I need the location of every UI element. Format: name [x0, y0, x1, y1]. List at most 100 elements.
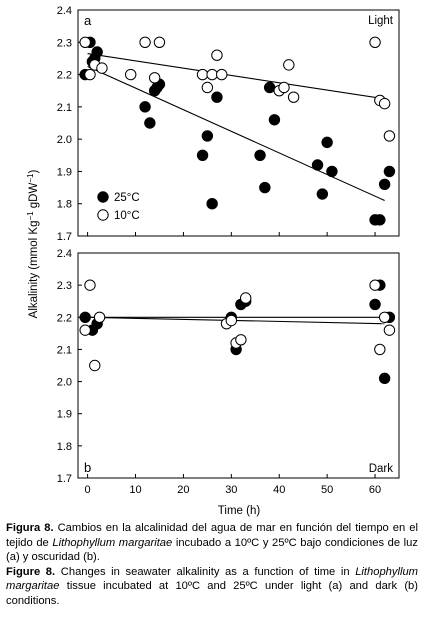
caption-en-species: Lithophyllum margaritae: [6, 565, 418, 593]
panel-a-point-25c: [326, 165, 338, 178]
panel-b-x-tick-label: 10: [129, 484, 141, 496]
panel-a-point-10c: [139, 36, 151, 48]
panel-b-x-tick-label: 0: [85, 484, 91, 496]
panel-b-point-25c: [79, 311, 91, 323]
panel-b-x-tick-label: 60: [369, 484, 381, 496]
panel-b-y-tick-label: 2.3: [57, 280, 72, 292]
panel-a-point-25c: [259, 181, 271, 194]
figure-caption: Figura 8. Cambios en la alcalinidad del …: [6, 521, 418, 609]
panel-b-y-tick-label: 1.7: [57, 473, 72, 485]
panel-a-point-10c: [283, 59, 295, 71]
panel-a-trend-10c: [87, 53, 385, 100]
legend-label-10c: 10°C: [114, 210, 140, 222]
panel-a-point-25c: [263, 81, 276, 94]
panel-a-y-tick-label: 2.1: [57, 102, 72, 114]
panel-b-y-tick-label: 2.4: [57, 248, 72, 260]
panel-a-data-points: [79, 36, 396, 226]
panel-a-point-10c: [369, 36, 381, 48]
panel-a-point-10c: [79, 36, 91, 48]
panel-a-label: a: [84, 13, 92, 28]
panel-b-frame: [77, 252, 400, 479]
panel-a-point-10c: [153, 36, 166, 48]
panel-b-point-25c: [378, 372, 391, 385]
panel-a-point-25c: [311, 159, 324, 171]
panel-b-x-tick-label: 50: [321, 484, 333, 496]
panel-b-point-25c: [369, 298, 381, 311]
caption-es-label: Figura 8.: [6, 522, 54, 534]
panel-a-light: 1.7 1.8 1.9 2.0 2.1 2.2 2.3 2.4 a Light 25°C 10…: [57, 5, 400, 243]
panel-a-frame: [77, 9, 400, 237]
caption-spanish: Figura 8. Cambios en la alcalinidad del …: [6, 521, 418, 565]
panel-b-y-tick-label: 2.1: [57, 344, 72, 356]
panel-b-point-10c: [383, 324, 396, 336]
caption-en-text-1: Changes in seawater alkalinity as a func…: [55, 565, 356, 578]
panel-b-point-10c: [239, 292, 252, 304]
caption-english: Figure 8. Changes in seawater alkalinity…: [6, 565, 418, 609]
legend-marker-25c: [97, 191, 109, 203]
panel-a-point-25c: [196, 149, 209, 161]
panel-a-point-10c: [206, 68, 218, 81]
panel-b-x-axis: 0 10 20 30 40 50 60: [85, 474, 381, 496]
panel-b-y-axis: 1.7 1.8 1.9 2.0 2.1 2.2 2.3 2.4: [57, 248, 82, 485]
panel-b-point-10c: [225, 314, 238, 327]
panel-b-point-10c: [89, 359, 101, 372]
panel-a-point-25c: [91, 46, 103, 58]
legend: 25°C 10°C: [97, 191, 140, 222]
panel-a-y-tick-label: 2.0: [57, 134, 72, 146]
panel-a-y-tick-label: 1.8: [57, 199, 72, 211]
panel-b-point-10c: [235, 334, 247, 346]
panel-b-y-tick-label: 1.9: [57, 409, 72, 421]
panel-b-x-tick-label: 40: [273, 484, 285, 496]
panel-a-trend-25c: [87, 65, 385, 201]
panel-a-point-25c: [378, 178, 391, 191]
panel-a-point-25c: [139, 101, 151, 113]
legend-label-25c: 25°C: [114, 192, 140, 204]
panel-b-y-tick-label: 2.0: [57, 377, 72, 389]
panel-a-point-25c: [201, 130, 214, 142]
panel-a-point-10c: [201, 81, 214, 94]
panel-a-y-tick-label: 1.7: [57, 231, 72, 243]
panel-a-point-25c: [144, 117, 156, 129]
caption-es-species: Lithophyllum margaritae: [52, 536, 173, 549]
caption-es-text-2: incubado a 10ºC y 25ºC bajo condiciones …: [6, 536, 418, 564]
panel-a-point-25c: [374, 214, 386, 226]
panel-a-point-25c: [254, 149, 266, 161]
panel-b-point-10c: [369, 279, 381, 291]
panel-a-point-25c: [383, 165, 396, 178]
panel-a-point-25c: [316, 188, 329, 200]
panel-a-y-axis: 1.7 1.8 1.9 2.0 2.1 2.2 2.3 2.4: [57, 5, 82, 243]
panel-a-point-10c: [148, 72, 161, 84]
panel-b-point-10c: [374, 343, 386, 356]
panel-b-corner-label: Dark: [369, 463, 394, 475]
panel-a-y-tick-label: 2.2: [57, 70, 72, 82]
panel-a-point-10c: [287, 91, 300, 103]
panel-b-point-10c: [378, 311, 391, 323]
panel-b-point-10c: [93, 311, 106, 323]
panel-a-x-ticks: [87, 232, 376, 236]
panel-a-point-10c: [278, 81, 290, 94]
panel-a-point-10c: [84, 68, 96, 81]
panel-a-point-10c: [378, 97, 391, 110]
panel-b-x-tick-label: 30: [225, 484, 237, 496]
panel-a-point-10c: [211, 49, 223, 61]
panel-a-point-25c: [268, 114, 281, 126]
panel-a-point-25c: [321, 136, 333, 149]
panel-a-point-10c: [383, 130, 396, 142]
panel-a-point-10c: [96, 62, 108, 74]
panel-a-point-10c: [216, 68, 228, 81]
panel-a-point-25c: [206, 198, 218, 210]
panel-a-y-tick-label: 2.3: [57, 37, 72, 49]
panel-b-y-tick-label: 2.2: [57, 312, 72, 324]
y-axis-title: Alkalinity (mmol Kg−1 gDW−1): [26, 170, 40, 319]
caption-en-label: Figure 8.: [6, 565, 56, 578]
panel-b-data-points: [79, 279, 396, 385]
panel-a-point-10c: [125, 68, 137, 81]
legend-marker-10c: [97, 209, 109, 221]
panel-b-dark: 1.7 1.8 1.9 2.0 2.1 2.2 2.3 2.4 0 10 20 30 40 50 60 b…: [57, 248, 400, 496]
panel-b-x-tick-label: 20: [177, 484, 189, 496]
panel-b-label: b: [84, 460, 91, 475]
panel-a-y-tick-label: 2.4: [57, 5, 72, 17]
panel-b-y-tick-label: 1.8: [57, 441, 72, 453]
panel-a-y-tick-label: 1.9: [57, 166, 72, 178]
caption-en-text-2: tissue incubated at 10ºC and 25ºC under …: [6, 580, 418, 607]
